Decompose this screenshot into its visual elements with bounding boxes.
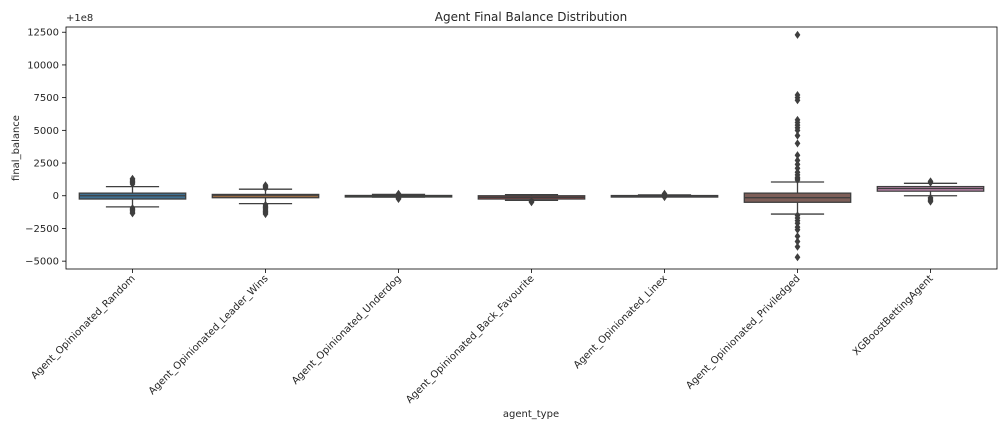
outlier-point — [794, 139, 801, 148]
box-Agent_Opinionated_Random — [78, 174, 187, 218]
plot-frame — [65, 26, 998, 270]
outlier-point — [794, 131, 801, 140]
outlier-point — [262, 210, 269, 219]
box-Agent_Opinionated_Priviledged — [743, 30, 852, 262]
outlier-point — [794, 30, 801, 39]
y-tick-label: −2500 — [25, 224, 59, 235]
box-XGBoostBettingAgent — [876, 177, 985, 206]
outlier-point — [927, 177, 934, 186]
box-Agent_Opinionated_Linex — [610, 189, 719, 202]
x-tick-label: Agent_Opinionated_Underdog — [290, 273, 404, 387]
x-tick-label: Agent_Opinionated_Linex — [572, 273, 670, 371]
x-axis-title: agent_type — [503, 409, 559, 420]
outlier-point — [927, 197, 934, 206]
outlier-point — [661, 193, 668, 202]
plot-area: −5000 −2500 0 2500 5000 7500 10000 12500 Agent_O… — [25, 26, 998, 406]
y-tick-label: 12500 — [27, 28, 59, 39]
y-tick-label: −5000 — [25, 257, 59, 268]
y-tick-label: 5000 — [34, 126, 59, 137]
y-axis-title: final_balance — [11, 115, 22, 181]
y-tick-label: 2500 — [34, 159, 59, 170]
outlier-point — [794, 176, 801, 185]
x-tick-label: Agent_Opinionated_Leader_Wins — [147, 273, 271, 397]
outlier-point — [129, 209, 136, 218]
y-axis-offset-label: +1e8 — [66, 13, 93, 24]
outlier-point — [528, 198, 535, 207]
outlier-point — [262, 181, 269, 190]
x-tick-label: XGBoostBettingAgent — [851, 273, 936, 358]
outlier-point — [395, 194, 402, 204]
chart-title: Agent Final Balance Distribution — [435, 10, 628, 24]
x-tick-label: Agent_Opinionated_Back_Favourite — [404, 273, 536, 405]
outlier-point — [129, 174, 136, 183]
box-Agent_Opinionated_Underdog — [344, 189, 453, 204]
outlier-point — [794, 253, 801, 262]
outlier-point — [794, 242, 801, 251]
y-tick-label: 0 — [53, 191, 59, 202]
x-tick-label: Agent_Opinionated_Random — [29, 273, 137, 381]
y-tick-label: 10000 — [27, 60, 59, 71]
box-Agent_Opinionated_Leader_Wins — [211, 181, 320, 219]
x-tick-label: Agent_Opinionated_Priviledged — [684, 273, 802, 391]
outlier-point — [794, 96, 801, 105]
box-Agent_Opinionated_Back_Favourite — [477, 194, 586, 207]
y-tick-label: 7500 — [34, 93, 59, 104]
